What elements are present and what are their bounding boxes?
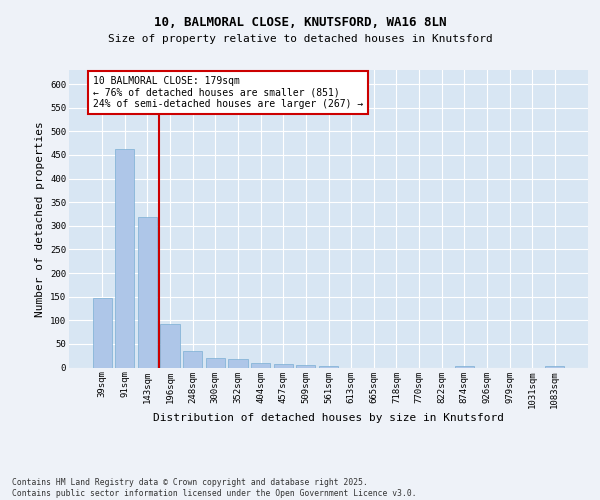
- Bar: [160, 324, 180, 368]
- Bar: [251, 363, 270, 368]
- Bar: [92, 298, 112, 368]
- Bar: [138, 218, 157, 368]
- Text: Size of property relative to detached houses in Knutsford: Size of property relative to detached ho…: [107, 34, 493, 44]
- Bar: [206, 358, 225, 368]
- Bar: [115, 149, 134, 368]
- Bar: [319, 366, 338, 368]
- Y-axis label: Number of detached properties: Number of detached properties: [35, 121, 44, 316]
- Bar: [455, 366, 474, 368]
- Text: Contains HM Land Registry data © Crown copyright and database right 2025.
Contai: Contains HM Land Registry data © Crown c…: [12, 478, 416, 498]
- Bar: [183, 351, 202, 368]
- Text: 10, BALMORAL CLOSE, KNUTSFORD, WA16 8LN: 10, BALMORAL CLOSE, KNUTSFORD, WA16 8LN: [154, 16, 446, 29]
- Bar: [274, 364, 293, 368]
- X-axis label: Distribution of detached houses by size in Knutsford: Distribution of detached houses by size …: [153, 414, 504, 424]
- Bar: [545, 366, 565, 368]
- Bar: [296, 365, 316, 368]
- Bar: [229, 358, 248, 368]
- Text: 10 BALMORAL CLOSE: 179sqm
← 76% of detached houses are smaller (851)
24% of semi: 10 BALMORAL CLOSE: 179sqm ← 76% of detac…: [93, 76, 364, 109]
